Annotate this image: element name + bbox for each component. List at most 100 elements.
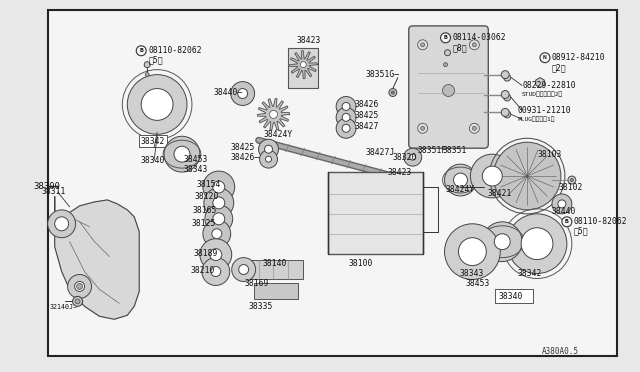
Text: 38423: 38423 — [388, 167, 412, 177]
Text: （8）: （8） — [452, 43, 467, 52]
Text: 38425: 38425 — [231, 143, 255, 152]
Circle shape — [469, 124, 479, 133]
Circle shape — [342, 113, 350, 121]
Text: B: B — [140, 48, 143, 53]
Circle shape — [444, 62, 447, 67]
Text: 38421: 38421 — [487, 189, 512, 198]
Circle shape — [213, 197, 225, 209]
Text: STUDスタッド（2）: STUDスタッド（2） — [522, 92, 563, 97]
Circle shape — [210, 248, 222, 261]
Circle shape — [145, 73, 149, 77]
Text: 38440—: 38440— — [214, 88, 243, 97]
Bar — [140, 135, 167, 147]
Text: 38343: 38343 — [184, 164, 209, 174]
Circle shape — [136, 46, 146, 56]
Text: （5）: （5） — [574, 226, 588, 235]
Circle shape — [164, 136, 200, 172]
Circle shape — [213, 181, 225, 193]
Text: 38425: 38425 — [354, 111, 378, 120]
Bar — [253, 283, 298, 299]
Circle shape — [205, 205, 233, 233]
Circle shape — [342, 102, 350, 110]
Circle shape — [260, 150, 278, 168]
Text: N: N — [543, 55, 547, 60]
Text: 38102: 38102 — [559, 183, 583, 192]
Circle shape — [552, 194, 572, 214]
Bar — [328, 172, 422, 254]
Circle shape — [232, 257, 255, 282]
Text: 08110-82062: 08110-82062 — [148, 46, 202, 55]
Text: 08912-84210: 08912-84210 — [552, 53, 605, 62]
Circle shape — [418, 124, 428, 133]
Circle shape — [501, 90, 509, 99]
Circle shape — [501, 71, 509, 78]
Circle shape — [211, 267, 221, 276]
Circle shape — [389, 89, 397, 96]
Circle shape — [507, 214, 567, 273]
Circle shape — [264, 145, 273, 153]
Bar — [248, 260, 303, 279]
Text: 00931-21210: 00931-21210 — [517, 106, 571, 115]
Circle shape — [75, 299, 80, 304]
Circle shape — [336, 96, 356, 116]
Text: 38424Y: 38424Y — [264, 130, 292, 139]
Circle shape — [48, 210, 76, 238]
Circle shape — [418, 40, 428, 50]
Text: 38342: 38342 — [140, 137, 164, 146]
Circle shape — [469, 40, 479, 50]
Text: 08110-82062: 08110-82062 — [574, 217, 627, 226]
Circle shape — [420, 126, 425, 130]
Text: 38351: 38351 — [442, 146, 467, 155]
Bar — [48, 10, 618, 356]
Circle shape — [68, 275, 92, 298]
Circle shape — [72, 296, 83, 306]
Circle shape — [504, 111, 511, 118]
Circle shape — [203, 171, 235, 203]
Circle shape — [445, 164, 476, 196]
Circle shape — [420, 43, 425, 47]
Circle shape — [342, 124, 350, 132]
Text: 38424Y: 38424Y — [445, 186, 475, 195]
Circle shape — [445, 50, 451, 56]
Circle shape — [483, 222, 522, 262]
Circle shape — [470, 154, 514, 198]
Text: PLUGプラグ（1）: PLUGプラグ（1） — [517, 116, 555, 122]
Circle shape — [410, 154, 416, 160]
Circle shape — [442, 84, 454, 96]
Circle shape — [483, 166, 502, 186]
Text: 38311: 38311 — [42, 187, 66, 196]
Circle shape — [454, 173, 467, 187]
Circle shape — [300, 62, 307, 68]
Circle shape — [144, 62, 150, 68]
Text: A380A0.5: A380A0.5 — [542, 347, 579, 356]
Bar — [289, 48, 318, 87]
Text: （2）: （2） — [552, 63, 566, 72]
Circle shape — [527, 234, 547, 254]
Circle shape — [391, 91, 394, 94]
Circle shape — [231, 81, 255, 105]
Text: 38351F: 38351F — [418, 146, 447, 155]
Text: 38340: 38340 — [140, 155, 164, 165]
Text: 38100: 38100 — [348, 259, 372, 268]
Text: 38300: 38300 — [34, 182, 61, 190]
Text: 38426: 38426 — [354, 100, 378, 109]
Circle shape — [269, 110, 278, 118]
Circle shape — [204, 188, 234, 218]
Circle shape — [336, 118, 356, 138]
Circle shape — [54, 217, 68, 231]
Text: 38351G—: 38351G— — [366, 70, 400, 79]
Text: 38453: 38453 — [465, 279, 490, 288]
Circle shape — [558, 200, 566, 208]
Circle shape — [174, 146, 190, 162]
Text: 38169: 38169 — [244, 279, 269, 288]
Text: 38426—: 38426— — [231, 153, 260, 162]
Polygon shape — [289, 51, 317, 78]
FancyBboxPatch shape — [409, 26, 488, 148]
Circle shape — [404, 148, 422, 166]
Text: 38189: 38189 — [194, 249, 218, 258]
Circle shape — [75, 282, 84, 291]
Polygon shape — [257, 99, 289, 130]
Circle shape — [266, 156, 271, 162]
Circle shape — [501, 108, 509, 116]
Polygon shape — [54, 197, 140, 319]
